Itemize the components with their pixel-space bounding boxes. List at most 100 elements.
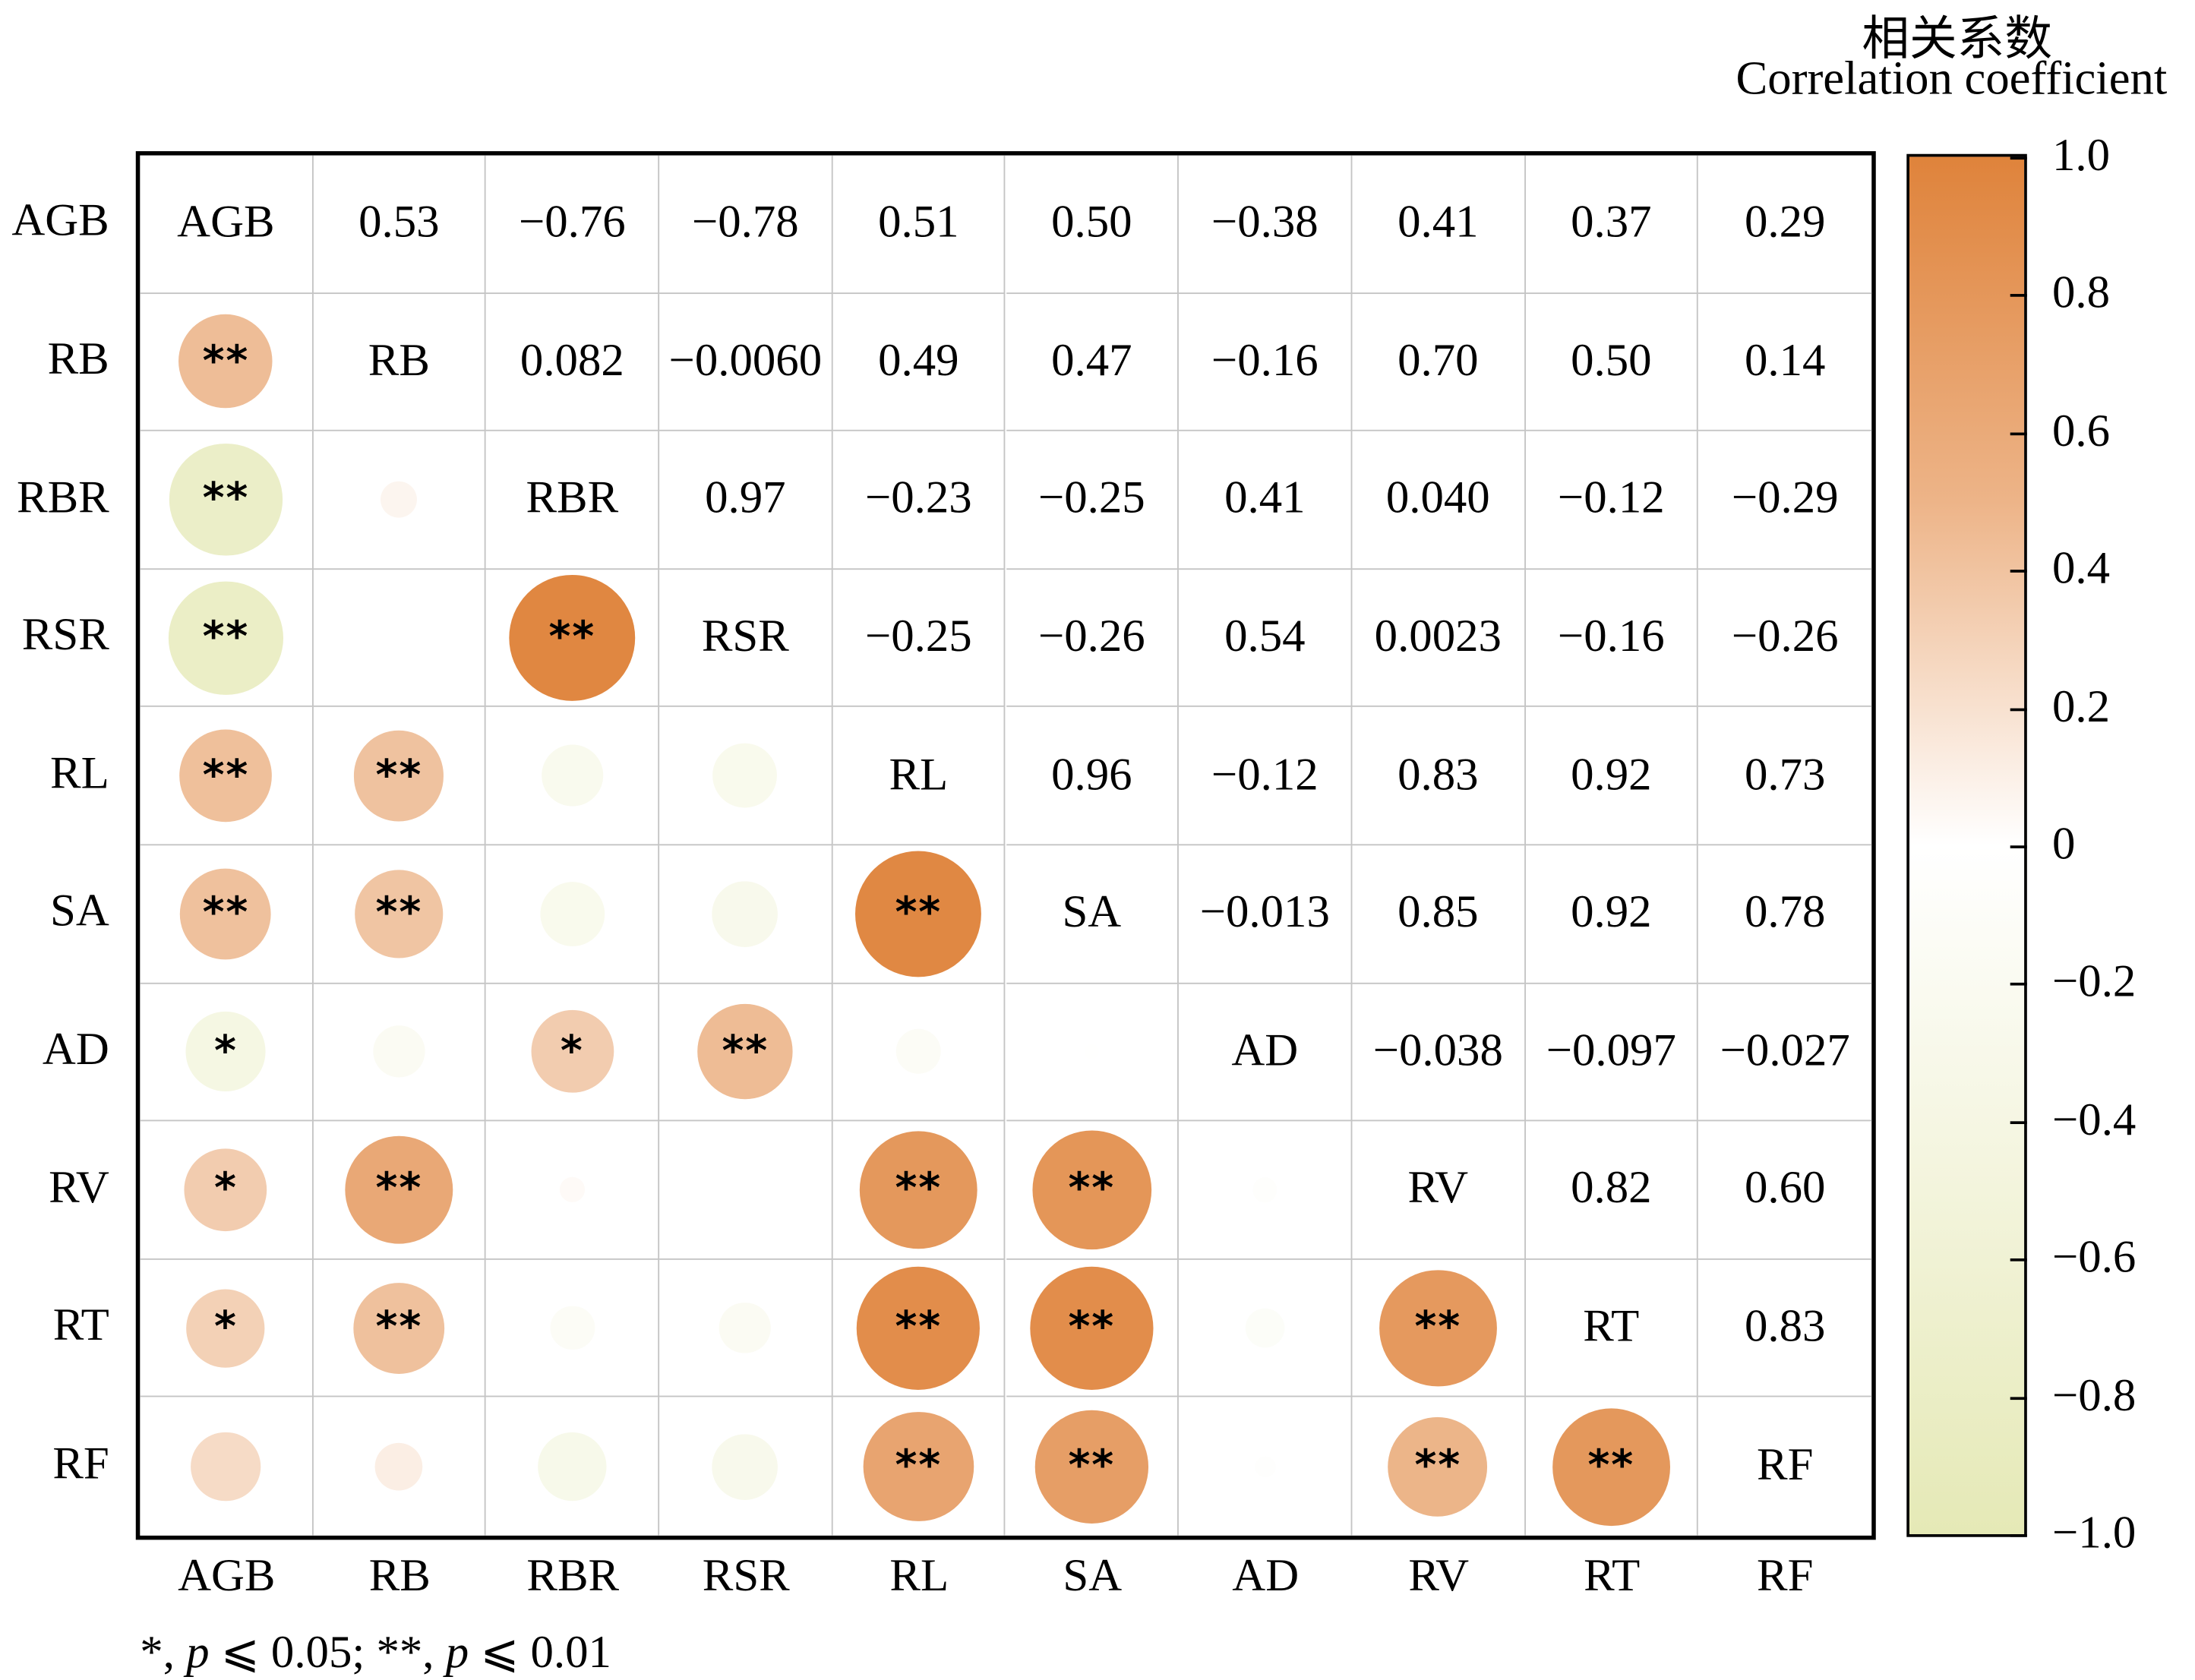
correlation-value: 0.54 <box>1179 569 1353 708</box>
correlation-circle <box>531 1010 614 1094</box>
correlation-circle <box>712 744 778 808</box>
diagonal-label: AGB <box>140 155 314 294</box>
value-label: −0.25 <box>864 611 972 662</box>
colorbar-tick-label: −0.2 <box>2051 957 2137 1008</box>
correlation-value: 0.73 <box>1698 707 1872 846</box>
row-label: AGB <box>11 196 109 247</box>
correlation-circle-cell: ** <box>313 1259 487 1398</box>
correlation-circle-cell <box>659 1397 833 1536</box>
correlation-circle <box>186 1012 266 1092</box>
correlation-circle-cell: ** <box>140 569 314 708</box>
column-label: RF <box>1757 1551 1814 1602</box>
correlation-value: −0.16 <box>1179 293 1353 432</box>
value-label: 0.082 <box>520 336 624 387</box>
correlation-circle-cell <box>659 845 833 984</box>
colorbar-tick-label: 0.8 <box>2051 268 2111 320</box>
colorbar-tick-label: −1.0 <box>2051 1508 2137 1559</box>
correlation-circle <box>354 731 444 821</box>
footnote-threshold2: ⩽ 0.01 <box>469 1628 611 1678</box>
correlation-circle-cell: ** <box>486 569 660 708</box>
value-label: 0.54 <box>1224 611 1306 662</box>
correlation-circle-cell: * <box>486 983 660 1122</box>
correlation-circle <box>374 1442 424 1491</box>
correlation-circle-cell: ** <box>832 1121 1006 1260</box>
colorbar-tick-mark <box>2010 432 2027 435</box>
correlation-value: 0.97 <box>659 431 833 570</box>
value-label: 0.83 <box>1398 750 1479 801</box>
value-label: −0.25 <box>1037 473 1145 525</box>
correlation-circle-cell: ** <box>1352 1259 1526 1398</box>
value-label: 0.37 <box>1571 197 1652 248</box>
correlation-circle <box>1552 1407 1670 1526</box>
correlation-value: 0.96 <box>1006 707 1180 846</box>
colorbar-tick-label: −0.4 <box>2051 1094 2137 1146</box>
correlation-circle <box>373 1025 425 1078</box>
correlation-circle <box>1254 1456 1276 1477</box>
correlation-value: 0.78 <box>1698 845 1872 984</box>
value-label: 0.51 <box>878 197 959 248</box>
correlation-value: 0.14 <box>1698 293 1872 432</box>
correlation-circle <box>559 1176 586 1203</box>
value-label: −0.027 <box>1720 1025 1850 1077</box>
footnote-p2: p <box>445 1628 469 1678</box>
value-label: −0.12 <box>1211 750 1319 801</box>
colorbar-tick-label: 0.4 <box>2051 544 2111 595</box>
correlation-circle-cell: ** <box>832 1259 1006 1398</box>
value-label: −0.12 <box>1557 473 1665 525</box>
value-label: 0.50 <box>1051 197 1132 248</box>
correlation-circle <box>353 1282 445 1374</box>
diagonal-label: RSR <box>659 569 833 708</box>
colorbar-tick-mark <box>2010 707 2027 711</box>
correlation-value: −0.23 <box>832 431 1006 570</box>
correlation-circle <box>1252 1177 1278 1203</box>
footnote-star2: **, <box>376 1628 434 1678</box>
significance-marker: ** <box>1414 1442 1462 1492</box>
value-label: 0.92 <box>1571 888 1652 939</box>
significance-marker: ** <box>1414 1303 1462 1353</box>
row-label: RBR <box>17 472 109 523</box>
correlation-value: 0.040 <box>1352 431 1526 570</box>
footnote-threshold1: ⩽ 0.05; <box>209 1628 377 1678</box>
correlation-circle-cell <box>486 1121 660 1260</box>
value-label: −0.16 <box>1211 336 1319 387</box>
colorbar-tick-mark <box>2010 1258 2027 1262</box>
value-label: 0.73 <box>1744 750 1826 801</box>
value-label: −0.29 <box>1731 473 1839 525</box>
correlation-value: −0.0060 <box>659 293 833 432</box>
diagonal-label: RL <box>832 707 1006 846</box>
correlation-circle-cell: ** <box>313 1121 487 1260</box>
correlation-value: 0.0023 <box>1352 569 1526 708</box>
correlation-value: −0.25 <box>832 569 1006 708</box>
colorbar-tick-mark <box>2010 570 2027 573</box>
value-label: 0.70 <box>1398 336 1479 387</box>
correlation-value: −0.76 <box>486 155 660 294</box>
value-label: 0.96 <box>1051 750 1132 801</box>
correlation-circle-cell: ** <box>140 293 314 432</box>
colorbar-tick-label: −0.6 <box>2051 1233 2137 1284</box>
column-label: SA <box>1063 1551 1123 1602</box>
row-label: RL <box>50 748 109 799</box>
correlation-circle <box>185 1148 267 1231</box>
row-label: AD <box>42 1024 109 1075</box>
column-label: RV <box>1408 1551 1470 1602</box>
correlation-circle-cell: ** <box>140 431 314 570</box>
correlation-circle <box>860 1131 977 1249</box>
correlation-value: −0.12 <box>1525 431 1699 570</box>
correlation-value: 0.49 <box>832 293 1006 432</box>
correlation-circle-cell <box>1179 1259 1353 1398</box>
correlation-circle <box>508 574 636 702</box>
correlation-circle-cell <box>832 983 1006 1122</box>
correlation-circle <box>191 1432 261 1502</box>
correlation-value: 0.83 <box>1352 707 1526 846</box>
column-label: RT <box>1584 1551 1641 1602</box>
correlation-circle <box>178 314 273 409</box>
footnote-star1: *, <box>140 1628 175 1678</box>
correlation-circle <box>1034 1410 1149 1524</box>
correlation-circle <box>719 1302 772 1354</box>
correlation-circle-cell: ** <box>313 845 487 984</box>
correlation-circle-cell <box>486 707 660 846</box>
colorbar-tick-mark <box>2010 156 2027 160</box>
significance-marker: * <box>213 1027 238 1077</box>
correlation-value: −0.26 <box>1698 570 1872 708</box>
